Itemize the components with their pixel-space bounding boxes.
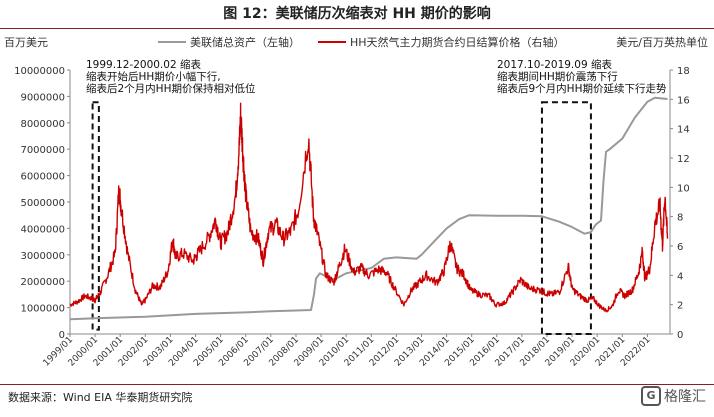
series-line-hh-price [69, 102, 669, 313]
annotation-text-2: 缩表期间HH期价震荡下行 [497, 70, 618, 83]
y-left-tick-label: 4000000 [20, 224, 65, 235]
watermark: G 格隆汇 [641, 386, 706, 406]
y-right-tick-label: 8 [677, 213, 683, 224]
y-right-tick-label: 6 [677, 242, 683, 253]
legend-label-total-assets: 美联储总资产（左轴） [190, 35, 300, 49]
y-left-tick-label: 3000000 [20, 251, 65, 262]
watermark-text: 格隆汇 [664, 389, 706, 405]
y-right-tick-label: 16 [677, 95, 690, 106]
y-left-tick-label: 8000000 [20, 119, 65, 130]
series-line-total-assets [69, 96, 668, 321]
grid-logo-icon: G [641, 386, 661, 406]
y-right-tick-label: 4 [677, 271, 683, 282]
annotation-text-2: 2017.10-2019.09 缩表 [497, 58, 612, 71]
y-right-tick-label: 18 [677, 66, 690, 77]
y-left-tick-label: 6000000 [20, 172, 65, 183]
legend-label-hh-price: HH天然气主力期货合约日结算价格（右轴） [350, 35, 565, 49]
y-left-tick-label: 10000000 [14, 66, 65, 77]
y-left-tick-label: 2000000 [20, 277, 65, 288]
y-right-tick-label: 0 [677, 330, 683, 341]
y-right-axis-title: 美元/百万英热单位 [616, 35, 708, 49]
figure-title: 图 12：美联储历次缩表对 HH 期价的影响 [0, 4, 714, 29]
y-right-tick-label: 2 [677, 301, 683, 312]
annotation-text-2: 缩表后9个月内HH期价延续下行走势 [497, 82, 667, 95]
y-left-tick-label: 1000000 [20, 304, 65, 315]
annotation-text-1: 缩表后2个月内HH期价保持相对低位 [86, 82, 256, 95]
y-right-tick-label: 14 [677, 125, 690, 136]
chart: 0 1000000 2000000 3000000 4000000 5000000 6000… [4, 35, 708, 369]
annotation-text-1: 1999.12-2000.02 缩表 [86, 58, 201, 71]
source-note: 数据来源：Wind EIA 华泰期货研究院 [8, 391, 193, 404]
annotation-box-2 [540, 101, 592, 336]
annotation-box-1 [91, 101, 100, 331]
annotation-text-1: 缩表开始后HH期价小幅下行, [86, 70, 221, 83]
y-right-tick-label: 10 [677, 183, 690, 194]
y-left-tick-label: 9000000 [20, 92, 65, 103]
y-left-tick-label: 0 [59, 330, 65, 341]
y-right-tick-label: 12 [677, 154, 690, 165]
y-left-axis-title: 百万美元 [4, 36, 48, 49]
y-left-tick-label: 7000000 [20, 145, 65, 156]
y-left-tick-label: 5000000 [20, 198, 65, 209]
footer-divider [0, 384, 714, 385]
